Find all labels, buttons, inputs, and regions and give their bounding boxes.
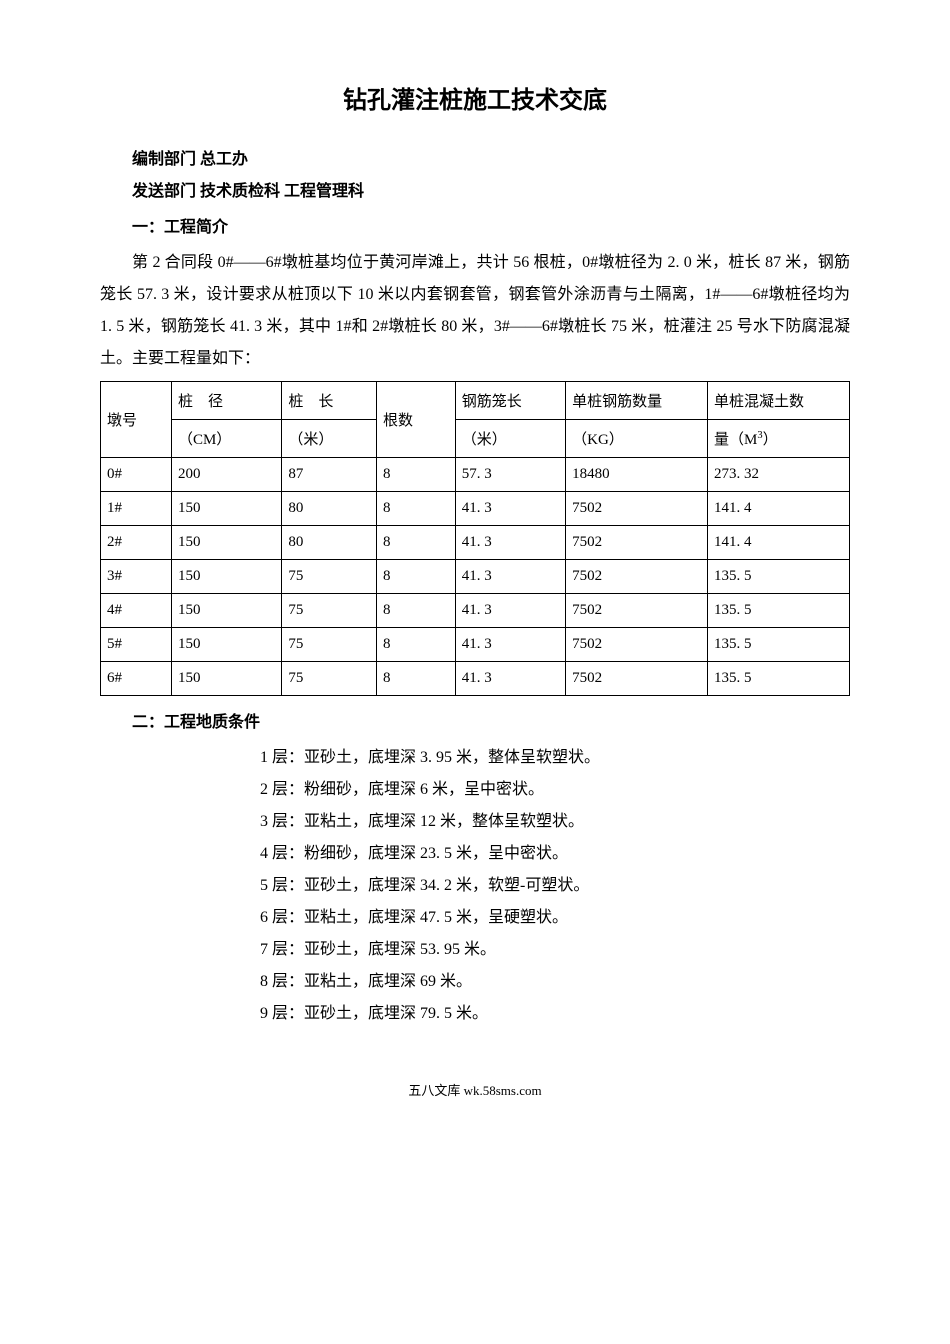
cell-pier: 5# — [101, 628, 172, 662]
unit-diameter: （CM） — [171, 420, 281, 458]
cell-pier: 3# — [101, 560, 172, 594]
cell-rebar: 7502 — [566, 492, 708, 526]
cell-count: 8 — [376, 628, 455, 662]
section1-heading: 一：工程简介 — [100, 213, 850, 237]
cell-cage: 41. 3 — [455, 492, 565, 526]
quantity-table: 墩号 桩 径 桩 长 根数 钢筋笼长 单桩钢筋数量 单桩混凝土数 （CM） （米… — [100, 381, 850, 696]
cell-cage: 41. 3 — [455, 628, 565, 662]
cell-diameter: 150 — [171, 560, 281, 594]
cell-pier: 2# — [101, 526, 172, 560]
section2-heading: 二：工程地质条件 — [100, 708, 850, 732]
table-row: 0#20087857. 318480273. 32 — [101, 458, 850, 492]
cell-length: 75 — [282, 560, 377, 594]
cell-pier: 0# — [101, 458, 172, 492]
cell-concrete: 135. 5 — [708, 560, 850, 594]
cell-count: 8 — [376, 526, 455, 560]
geology-item: 9 层：亚砂土，底埋深 79. 5 米。 — [260, 998, 850, 1030]
author-dept-value: 总工办 — [200, 151, 248, 168]
unit-rebar: （KG） — [566, 420, 708, 458]
cell-concrete: 141. 4 — [708, 492, 850, 526]
cell-cage: 41. 3 — [455, 662, 565, 696]
cell-length: 75 — [282, 662, 377, 696]
th-length: 桩 长 — [282, 382, 377, 420]
cell-length: 87 — [282, 458, 377, 492]
cell-concrete: 141. 4 — [708, 526, 850, 560]
table-row: 3#15075841. 37502135. 5 — [101, 560, 850, 594]
table-row: 5#15075841. 37502135. 5 — [101, 628, 850, 662]
cell-cage: 41. 3 — [455, 560, 565, 594]
cell-rebar: 7502 — [566, 526, 708, 560]
cell-concrete: 135. 5 — [708, 628, 850, 662]
table-row: 1#15080841. 37502141. 4 — [101, 492, 850, 526]
geology-item: 8 层：亚粘土，底埋深 69 米。 — [260, 966, 850, 998]
cell-cage: 57. 3 — [455, 458, 565, 492]
cell-rebar: 18480 — [566, 458, 708, 492]
th-concrete: 单桩混凝土数 — [708, 382, 850, 420]
cell-length: 75 — [282, 628, 377, 662]
table-header-row: 墩号 桩 径 桩 长 根数 钢筋笼长 单桩钢筋数量 单桩混凝土数 — [101, 382, 850, 420]
cell-rebar: 7502 — [566, 628, 708, 662]
table-row: 4#15075841. 37502135. 5 — [101, 594, 850, 628]
cell-length: 80 — [282, 492, 377, 526]
cell-rebar: 7502 — [566, 594, 708, 628]
section1-paragraph: 第 2 合同段 0#——6#墩桩基均位于黄河岸滩上，共计 56 根桩，0#墩桩径… — [100, 247, 850, 375]
table-row: 2#15080841. 37502141. 4 — [101, 526, 850, 560]
table-row: 6#15075841. 37502135. 5 — [101, 662, 850, 696]
cell-length: 80 — [282, 526, 377, 560]
cell-count: 8 — [376, 492, 455, 526]
geology-item: 4 层：粉细砂，底埋深 23. 5 米，呈中密状。 — [260, 838, 850, 870]
cell-length: 75 — [282, 594, 377, 628]
cell-diameter: 150 — [171, 628, 281, 662]
cell-diameter: 200 — [171, 458, 281, 492]
unit-cage: （米） — [455, 420, 565, 458]
geology-item: 5 层：亚砂土，底埋深 34. 2 米，软塑-可塑状。 — [260, 870, 850, 902]
cell-diameter: 150 — [171, 662, 281, 696]
unit-length: （米） — [282, 420, 377, 458]
cell-rebar: 7502 — [566, 560, 708, 594]
send-dept-label: 发送部门 — [132, 183, 196, 200]
send-dept-value: 技术质检科 工程管理科 — [200, 183, 364, 200]
th-count: 根数 — [376, 382, 455, 458]
th-pier: 墩号 — [101, 382, 172, 458]
geology-item: 3 层：亚粘土，底埋深 12 米，整体呈软塑状。 — [260, 806, 850, 838]
page-title: 钻孔灌注桩施工技术交底 — [100, 80, 850, 115]
th-cage: 钢筋笼长 — [455, 382, 565, 420]
unit-concrete: 量（M3） — [708, 420, 850, 458]
cell-cage: 41. 3 — [455, 594, 565, 628]
cell-count: 8 — [376, 594, 455, 628]
cell-diameter: 150 — [171, 526, 281, 560]
cell-pier: 4# — [101, 594, 172, 628]
cell-count: 8 — [376, 662, 455, 696]
cell-diameter: 150 — [171, 594, 281, 628]
cell-count: 8 — [376, 560, 455, 594]
geology-item: 6 层：亚粘土，底埋深 47. 5 米，呈硬塑状。 — [260, 902, 850, 934]
cell-diameter: 150 — [171, 492, 281, 526]
cell-rebar: 7502 — [566, 662, 708, 696]
cell-pier: 1# — [101, 492, 172, 526]
geology-list: 1 层：亚砂土，底埋深 3. 95 米，整体呈软塑状。2 层：粉细砂，底埋深 6… — [100, 742, 850, 1030]
cell-concrete: 135. 5 — [708, 662, 850, 696]
send-dept-line: 发送部门 技术质检科 工程管理科 — [100, 177, 850, 201]
cell-concrete: 273. 32 — [708, 458, 850, 492]
table-unit-row: （CM） （米） （米） （KG） 量（M3） — [101, 420, 850, 458]
footer: 五八文库 wk.58sms.com — [100, 1080, 850, 1099]
cell-pier: 6# — [101, 662, 172, 696]
geology-item: 1 层：亚砂土，底埋深 3. 95 米，整体呈软塑状。 — [260, 742, 850, 774]
author-dept-label: 编制部门 — [132, 151, 196, 168]
geology-item: 7 层：亚砂土，底埋深 53. 95 米。 — [260, 934, 850, 966]
cell-concrete: 135. 5 — [708, 594, 850, 628]
cell-cage: 41. 3 — [455, 526, 565, 560]
th-rebar: 单桩钢筋数量 — [566, 382, 708, 420]
author-dept-line: 编制部门 总工办 — [100, 145, 850, 169]
th-diameter: 桩 径 — [171, 382, 281, 420]
geology-item: 2 层：粉细砂，底埋深 6 米，呈中密状。 — [260, 774, 850, 806]
cell-count: 8 — [376, 458, 455, 492]
